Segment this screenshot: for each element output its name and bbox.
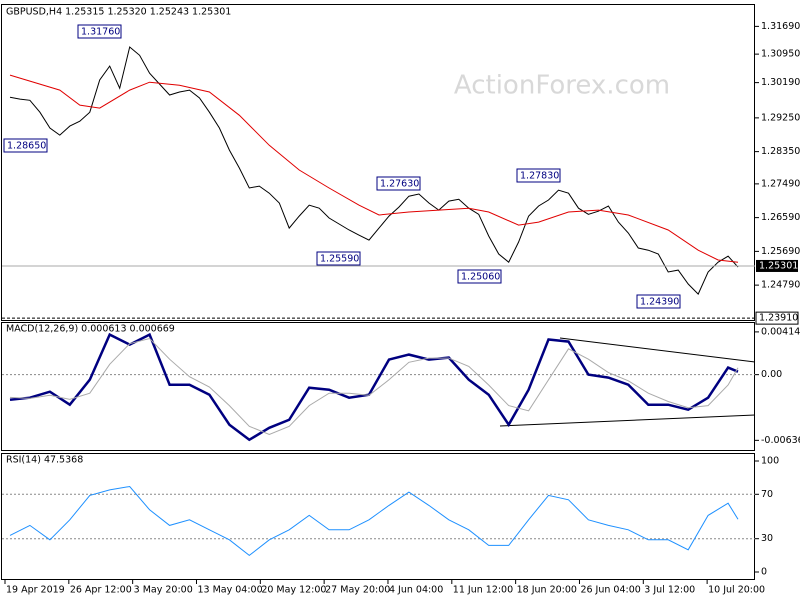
panel-title: MACD(12,26,9) 0.000613 0.000669 <box>6 324 175 335</box>
y-tick-label: 100 <box>761 455 779 466</box>
y-tick-label: 1.24790 <box>761 280 800 291</box>
x-tick-label: 11 Jun 12:00 <box>453 585 513 596</box>
y-tick-label: 0 <box>761 567 767 578</box>
annotation: 1.28650 <box>7 141 46 152</box>
trendline <box>499 414 756 427</box>
series-line <box>9 74 739 263</box>
y-tick-label: 30 <box>761 533 773 544</box>
x-tick-label: 19 Apr 2019 <box>6 585 65 596</box>
x-tick-label: 18 Jun 20:00 <box>517 585 577 596</box>
y-tick-label: 1.29250 <box>761 112 800 123</box>
annotation: 1.25060 <box>461 272 500 283</box>
annotation-box <box>457 269 502 284</box>
annotation: 1.27830 <box>520 171 559 182</box>
price-panel <box>1 4 755 321</box>
series-line <box>9 485 739 557</box>
x-tick-label: 10 Jul 20:00 <box>708 585 765 596</box>
annotation-box <box>77 24 122 39</box>
x-tick-label: 27 May 20:00 <box>325 585 390 596</box>
y-tick-label: -0.006365 <box>761 435 800 446</box>
trendline <box>559 337 756 363</box>
x-tick-label: 4 Jun 04:00 <box>389 585 443 596</box>
panel-title: RSI(14) 47.5368 <box>6 455 83 466</box>
last-price-box <box>756 259 798 272</box>
annotation: 1.25590 <box>320 254 359 265</box>
annotation-box <box>636 294 681 309</box>
rsi-panel <box>1 453 755 580</box>
level-box <box>755 311 799 325</box>
series-line <box>9 46 739 295</box>
y-tick-label: 0.00 <box>761 369 782 380</box>
annotation: 1.31760 <box>81 27 120 38</box>
annotation-box <box>376 176 421 191</box>
y-tick-label: 1.25690 <box>761 246 800 257</box>
x-tick-label: 20 May 12:00 <box>261 585 326 596</box>
x-tick-label: 3 Jul 12:00 <box>644 585 695 596</box>
x-tick-label: 26 Jun 04:00 <box>580 585 640 596</box>
series-line <box>9 337 739 436</box>
y-tick-label: 1.26590 <box>761 212 800 223</box>
y-tick-label: 70 <box>761 489 773 500</box>
annotation-box <box>516 168 561 183</box>
y-tick-label: 1.30950 <box>761 49 800 60</box>
y-tick-label: 1.28350 <box>761 146 800 157</box>
x-tick-label: 26 Apr 12:00 <box>70 585 132 596</box>
x-tick-label: 3 May 20:00 <box>134 585 193 596</box>
annotation-box <box>3 138 48 153</box>
y-tick-label: 1.27490 <box>761 178 800 189</box>
y-tick-label: 1.30190 <box>761 77 800 88</box>
annotation: 1.27630 <box>380 179 419 190</box>
macd-panel <box>1 322 755 451</box>
x-tick-label: 13 May 04:00 <box>197 585 262 596</box>
annotation: 1.24390 <box>640 297 679 308</box>
watermark: ActionForex.com <box>454 71 670 101</box>
last-price-label: 1.25301 <box>759 260 798 271</box>
y-tick-label: 0.004141 <box>761 326 800 337</box>
panel-title: GBPUSD,H4 1.25315 1.25320 1.25243 1.2530… <box>6 7 231 18</box>
annotation-box <box>316 251 361 266</box>
y-tick-label: 1.31690 <box>761 21 800 32</box>
level-label: 1.23910 <box>759 313 798 324</box>
